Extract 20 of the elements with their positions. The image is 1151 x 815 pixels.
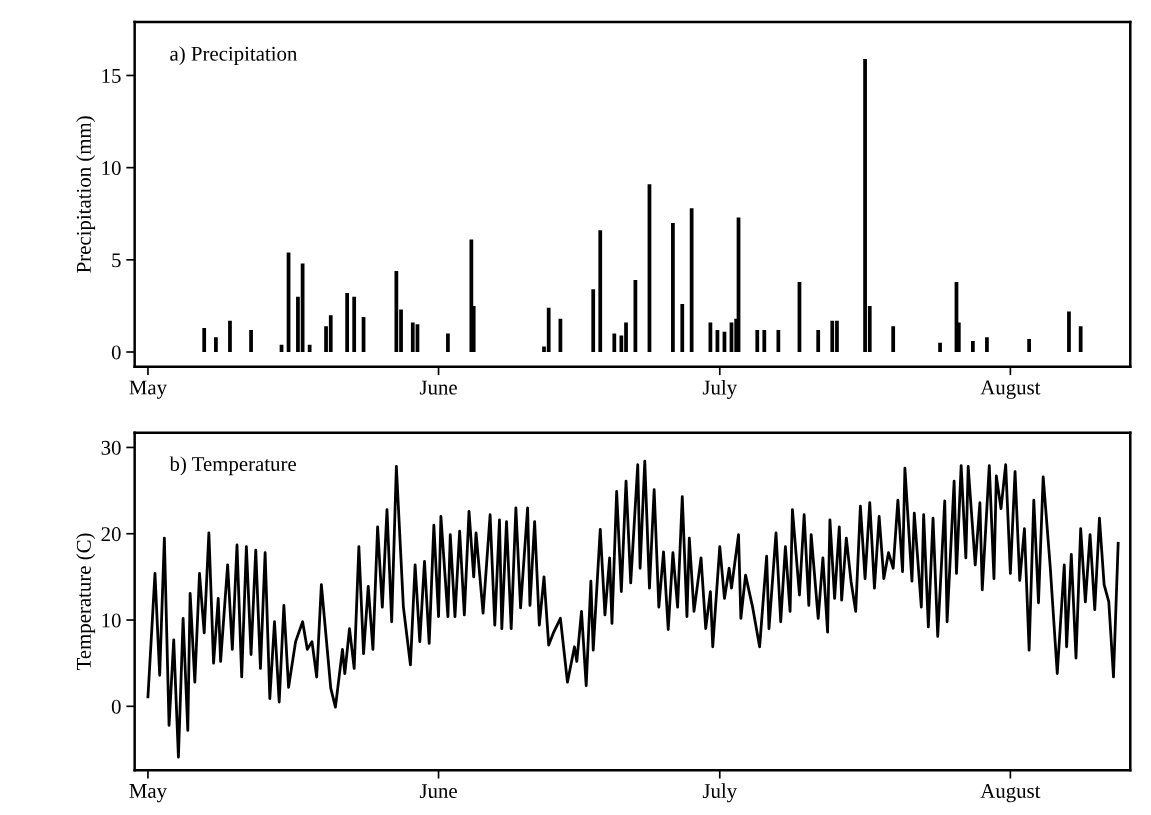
y-tick-label: 0 <box>111 699 121 714</box>
x-tick-label: August <box>980 380 1041 399</box>
x-tick-label: June <box>419 784 457 799</box>
y-tick-label: 10 <box>102 613 121 628</box>
y-tick-label: 5 <box>112 253 121 268</box>
text: a) Precipitation <box>170 46 298 66</box>
y-tick-label: 15 <box>102 68 121 83</box>
x-tick-label: May <box>129 380 167 399</box>
x-tick-label: June <box>419 380 457 395</box>
y-tick-label: 30 <box>101 440 121 455</box>
x-tick-label: July <box>702 379 738 399</box>
x-tick-label: July <box>702 783 738 803</box>
y-tick-label: 20 <box>101 527 121 542</box>
x-tick-label: May <box>129 784 167 803</box>
y-axis-title: Temperature (C) <box>76 533 96 671</box>
x-tick-label: August <box>980 784 1041 803</box>
y-axis-title: Precipitation (mm) <box>76 116 96 273</box>
y-tick-label: 0 <box>111 345 121 360</box>
text: b) Temperature <box>169 456 296 476</box>
y-tick-label: 10 <box>102 161 121 176</box>
